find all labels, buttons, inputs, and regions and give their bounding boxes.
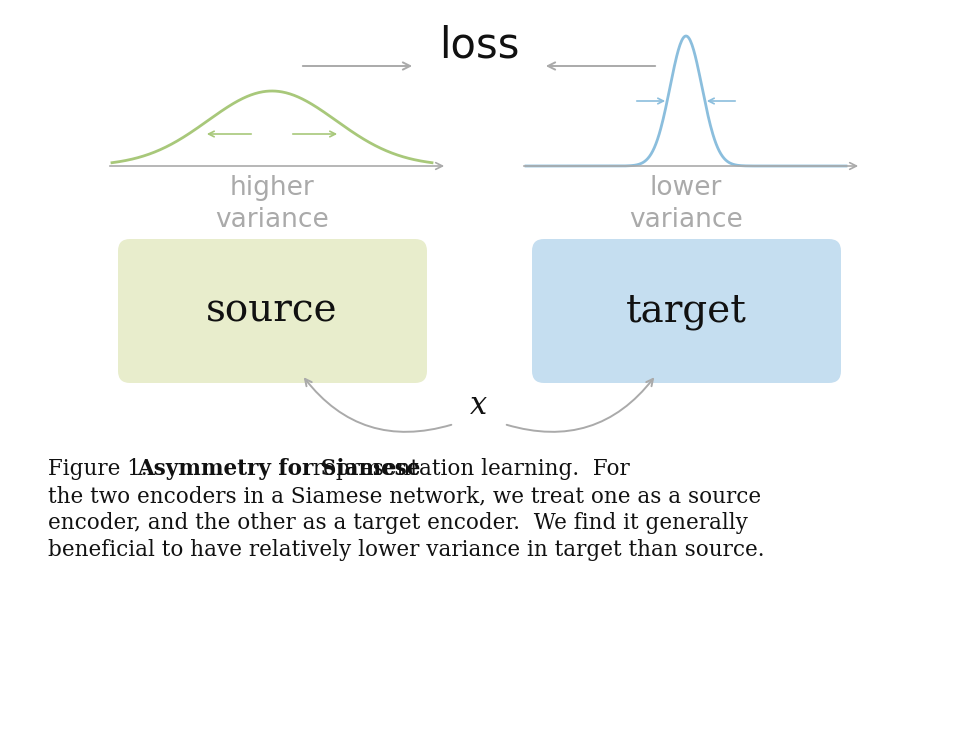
Text: Figure 1.: Figure 1. xyxy=(48,458,161,480)
Text: representation learning.  For: representation learning. For xyxy=(306,458,629,480)
Text: Asymmetry for Siamese: Asymmetry for Siamese xyxy=(137,458,420,480)
Text: higher
variance: higher variance xyxy=(216,175,329,233)
FancyBboxPatch shape xyxy=(118,239,427,383)
Text: target: target xyxy=(626,292,746,330)
Text: encoder, and the other as a target encoder.  We find it generally: encoder, and the other as a target encod… xyxy=(48,512,748,534)
Text: loss: loss xyxy=(439,24,519,66)
FancyBboxPatch shape xyxy=(532,239,841,383)
Text: source: source xyxy=(206,292,338,330)
Text: lower
variance: lower variance xyxy=(629,175,742,233)
Text: beneficial to have relatively lower variance in target than source.: beneficial to have relatively lower vari… xyxy=(48,539,764,561)
Text: x: x xyxy=(470,391,488,422)
Text: the two encoders in a Siamese network, we treat one as a source: the two encoders in a Siamese network, w… xyxy=(48,485,761,507)
